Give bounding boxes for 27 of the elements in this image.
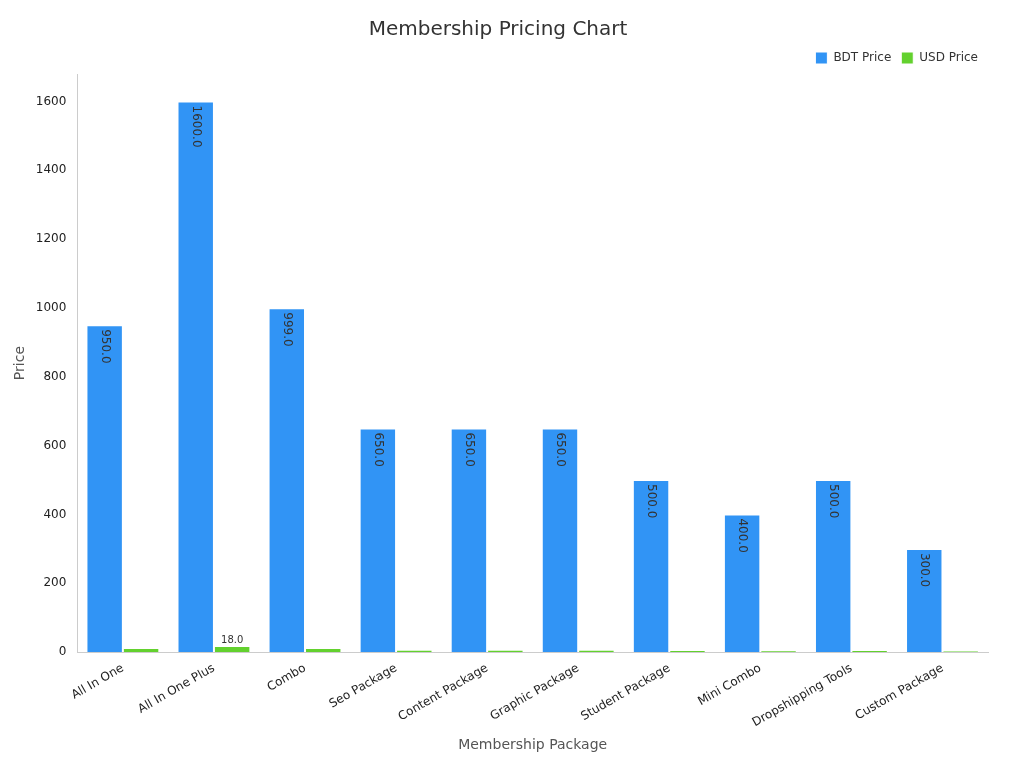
y-tick-label: 0: [58, 644, 67, 659]
y-tick-label: 1000: [35, 300, 67, 315]
y-tick-label: 1200: [35, 231, 67, 246]
y-tick-label: 400: [43, 506, 67, 521]
data-label: 400.0: [736, 518, 750, 553]
data-label: 500.0: [644, 484, 659, 519]
y-tick-label: 1600: [35, 93, 67, 108]
legend-label: USD Price: [919, 50, 979, 65]
data-label: 18.0: [221, 633, 244, 645]
data-label: 650.0: [462, 432, 477, 467]
legend-label: BDT Price: [833, 50, 892, 65]
data-label: 650.0: [371, 432, 386, 467]
data-label: 650.0: [553, 432, 568, 467]
chart-title: Membership Pricing Chart: [368, 16, 628, 41]
x-axis-title: Membership Package: [458, 736, 608, 753]
data-label: 999.0: [280, 312, 295, 347]
y-tick-label: 600: [43, 437, 67, 452]
y-tick-label: 1400: [35, 162, 67, 177]
y-axis-title: Price: [11, 345, 28, 381]
data-label: 300.0: [918, 552, 933, 588]
data-label: 1600.0: [189, 105, 204, 148]
data-label: 500.0: [827, 484, 842, 519]
y-tick-label: 200: [43, 575, 67, 590]
x-tick-label: All In One: [68, 660, 126, 702]
data-label: 950.0: [98, 329, 113, 364]
x-tick-label: All In One Plus: [135, 660, 217, 716]
y-tick-label: 800: [43, 368, 67, 383]
